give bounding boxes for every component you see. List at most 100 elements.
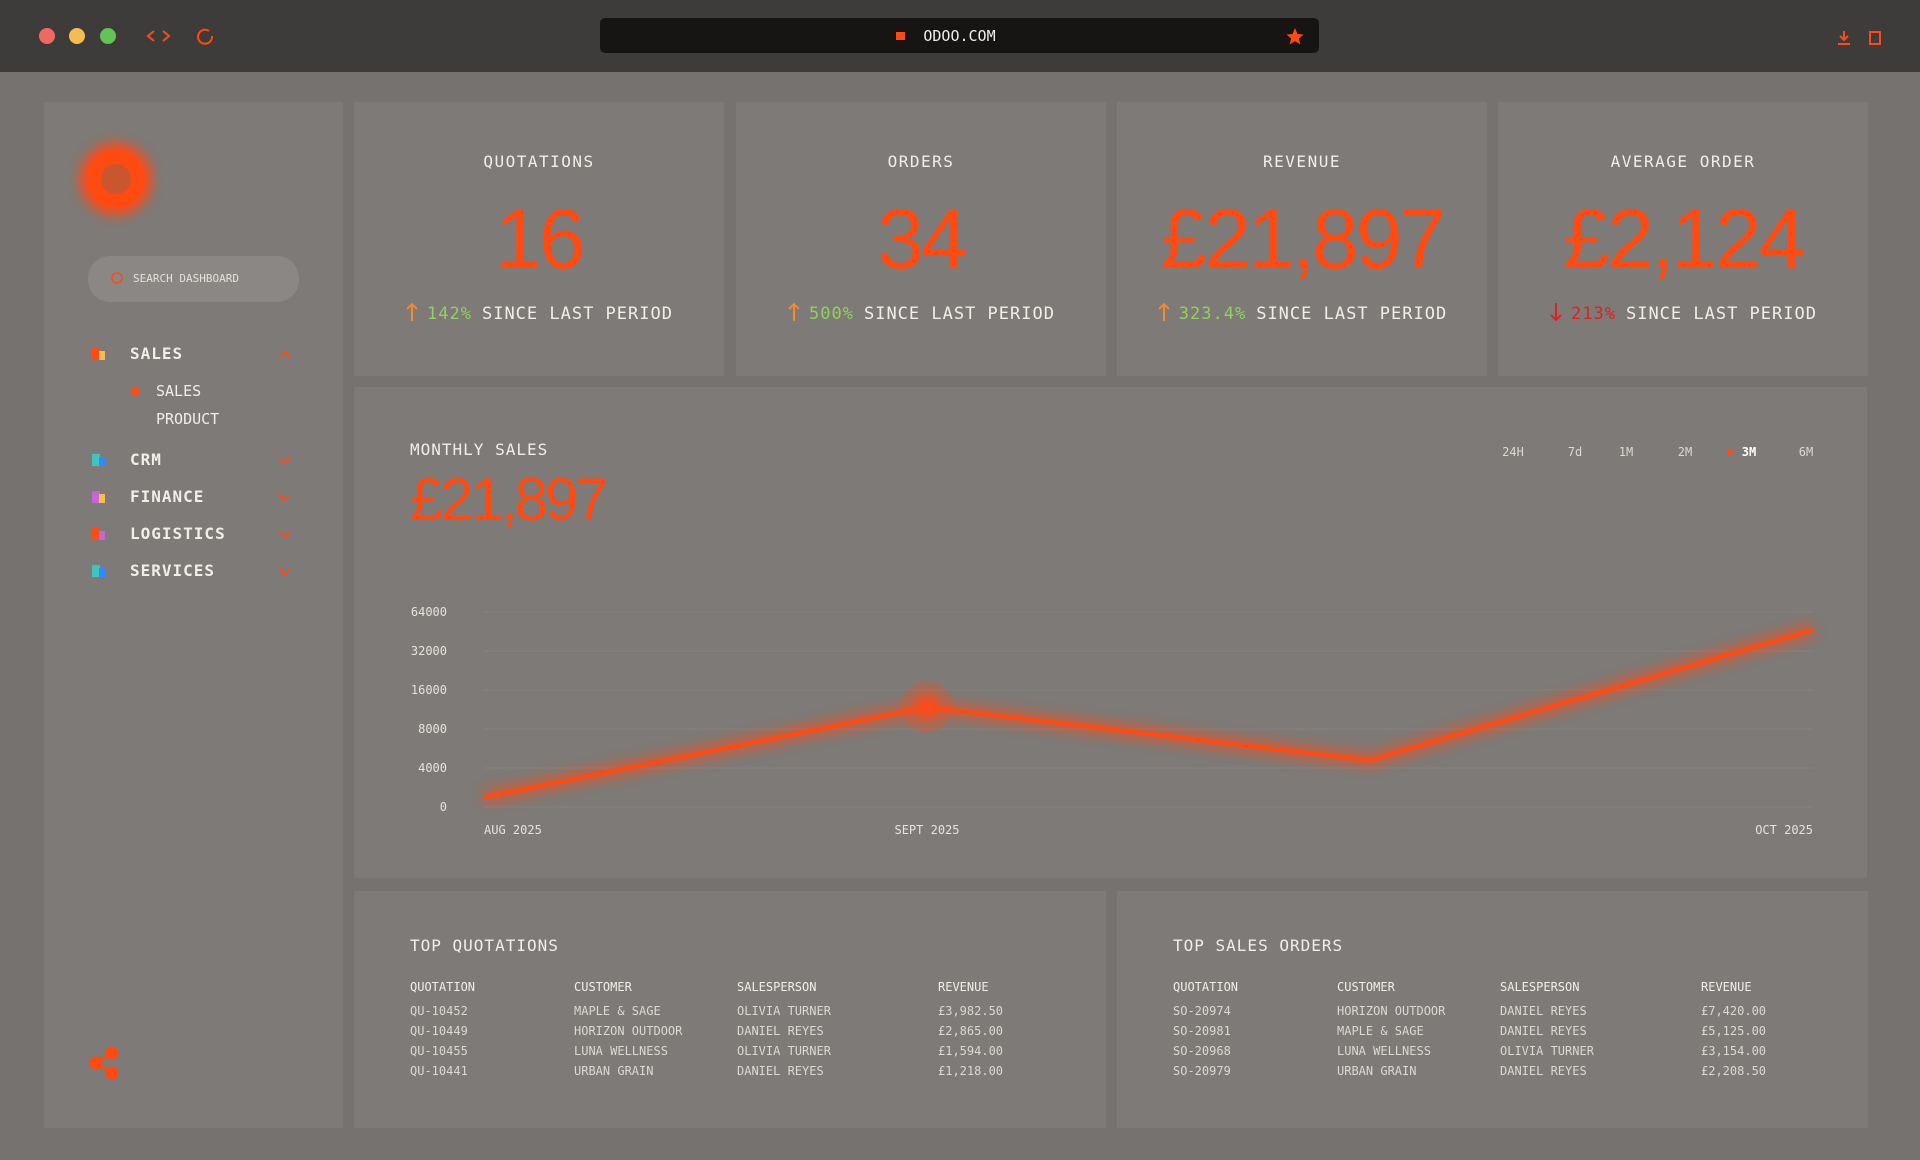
nav-label[interactable]: SERVICES	[130, 561, 216, 580]
table-cell: URBAN GRAIN	[574, 1064, 654, 1078]
nav-sub-label[interactable]: SALES	[156, 382, 202, 400]
kpi-note: SINCE LAST PERIOD	[1625, 304, 1817, 324]
table-cell: £7,420.00	[1701, 1004, 1767, 1018]
search-box[interactable]	[88, 256, 299, 302]
nav-icon	[99, 568, 105, 577]
table-title: TOP SALES ORDERS	[1173, 936, 1344, 955]
nav-label[interactable]: FINANCE	[130, 487, 205, 506]
nav-icon	[92, 348, 100, 360]
close-dot[interactable]	[39, 28, 55, 44]
table-header: SALESPERSON	[1500, 980, 1580, 994]
chevron[interactable]	[279, 531, 291, 539]
kpi-value: £2,124	[1563, 192, 1806, 286]
kpi-change: 500%	[809, 304, 854, 324]
chevron[interactable]	[279, 568, 291, 576]
table-cell: DANIEL REYES	[1500, 1024, 1587, 1038]
table-cell: SO-20981	[1173, 1024, 1231, 1038]
table-cell: LUNA WELLNESS	[574, 1044, 668, 1058]
table-header: CUSTOMER	[1337, 980, 1395, 994]
chevron[interactable]	[279, 494, 291, 502]
x-tick-label: SEPT 2025	[894, 823, 959, 837]
table-header: CUSTOMER	[574, 980, 632, 994]
trend-arrow	[1550, 303, 1562, 322]
nav-icon	[99, 457, 105, 466]
search-placeholder: SEARCH DASHBOARD	[133, 272, 239, 285]
kpi-note: SINCE LAST PERIOD	[481, 304, 673, 324]
nav-icon	[99, 531, 105, 540]
table-header: REVENUE	[938, 980, 989, 994]
chart-title: MONTHLY SALES	[410, 440, 549, 459]
nav-label[interactable]: SALES	[130, 344, 184, 363]
kpi-change-row: 213% SINCE LAST PERIOD	[1498, 302, 1868, 324]
bookmark-star[interactable]	[1286, 28, 1304, 45]
table-cell: SO-20974	[1173, 1004, 1231, 1018]
nav-label[interactable]: LOGISTICS	[130, 524, 226, 543]
nav-icons	[92, 491, 291, 503]
nav-icons	[92, 565, 291, 577]
chart-panel: MONTHLY SALES £21,897	[354, 387, 1867, 878]
lock-icon	[896, 32, 905, 40]
browser-bar: ODOO.COM	[0, 0, 1920, 72]
table-cell: HORIZON OUTDOOR	[1337, 1004, 1446, 1018]
nav-sub-label[interactable]: PRODUCT	[156, 410, 220, 428]
range-button[interactable]: 24H	[1502, 445, 1524, 459]
range-button[interactable]: 7d	[1568, 445, 1582, 459]
kpi-change-row: 500% SINCE LAST PERIOD	[736, 302, 1106, 324]
chevron[interactable]	[279, 457, 291, 465]
nav-icon	[99, 351, 105, 360]
table-cell: OLIVIA TURNER	[737, 1004, 831, 1018]
nav-arrows[interactable]	[146, 30, 171, 42]
nav-icon	[92, 491, 100, 503]
nav-label[interactable]: CRM	[130, 450, 162, 469]
table-cell: QU-10455	[410, 1044, 468, 1058]
logo[interactable]	[87, 150, 145, 208]
table-cell: MAPLE & SAGE	[574, 1004, 661, 1018]
kpi-value: £21,897	[1160, 192, 1447, 286]
nav-icons	[92, 528, 291, 540]
y-tick-label: 4000	[418, 761, 447, 775]
range-button[interactable]: 3M	[1742, 445, 1756, 459]
kpi-card: QUOTATIONS 16 142% SINCE LAST PERIOD	[354, 102, 724, 376]
table-title: TOP QUOTATIONS	[410, 936, 559, 955]
trend-arrow	[788, 302, 800, 321]
reload[interactable]	[197, 28, 214, 45]
table-cell: £2,208.50	[1701, 1064, 1767, 1078]
table-cell: £1,594.00	[938, 1044, 1004, 1058]
table-cell: URBAN GRAIN	[1337, 1064, 1417, 1078]
sidebar: SEARCH DASHBOARD SALES SALES PRODUCT CRM FIN…	[44, 102, 343, 1128]
chevron[interactable]	[279, 350, 291, 358]
sidebar-graphics	[80, 143, 299, 1080]
download-icon[interactable]	[1838, 31, 1850, 45]
table-header: REVENUE	[1701, 980, 1752, 994]
table-cell: SO-20979	[1173, 1064, 1231, 1078]
kpi-title: REVENUE	[1263, 152, 1341, 171]
nav-icons	[92, 454, 291, 466]
highlight-point[interactable]	[915, 695, 939, 720]
table-cell: MAPLE & SAGE	[1337, 1024, 1424, 1038]
maximize-dot[interactable]	[100, 28, 116, 44]
range-button[interactable]: 6M	[1799, 445, 1813, 459]
kpi-change: 323.4%	[1178, 304, 1247, 324]
table-cell: QU-10441	[410, 1064, 468, 1078]
y-tick-label: 64000	[411, 605, 447, 619]
range-button[interactable]: 2M	[1678, 445, 1692, 459]
y-tick-label: 8000	[418, 722, 447, 736]
minimize-dot[interactable]	[69, 28, 85, 44]
y-tick-label: 32000	[411, 644, 447, 658]
table-cell: £3,154.00	[1701, 1044, 1767, 1058]
nav-icon	[99, 494, 105, 503]
kpi-title: AVERAGE ORDER	[1610, 152, 1756, 171]
table-cell: LUNA WELLNESS	[1337, 1044, 1431, 1058]
clipboard-icon[interactable]	[1869, 31, 1881, 45]
trend-arrow-path	[788, 302, 800, 321]
kpi-change-row: 142% SINCE LAST PERIOD	[354, 302, 724, 324]
x-tick-label: AUG 2025	[484, 823, 542, 837]
share-icon[interactable]	[89, 1046, 119, 1080]
line	[483, 627, 1814, 800]
range-button[interactable]: 1M	[1619, 445, 1633, 459]
url-bar[interactable]	[600, 18, 1319, 53]
table-cell: DANIEL REYES	[737, 1024, 824, 1038]
kpi-note: SINCE LAST PERIOD	[1256, 304, 1448, 324]
